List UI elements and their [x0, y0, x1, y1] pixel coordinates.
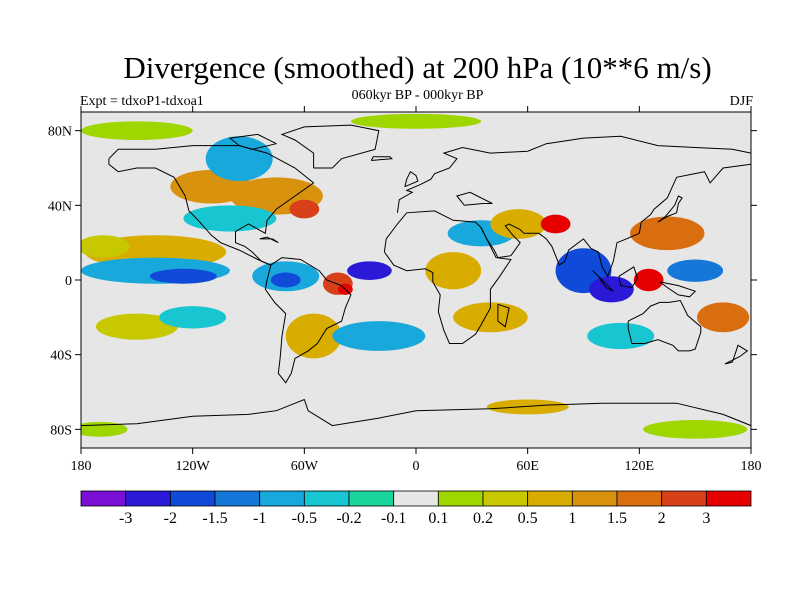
coastlines — [81, 124, 751, 427]
lat-tick-label: 0 — [65, 274, 72, 289]
colorbar-label: 1 — [568, 510, 576, 527]
coastline — [228, 133, 277, 150]
colorbar-label: -0.5 — [292, 510, 317, 527]
coastline — [627, 299, 702, 352]
lat-tick-label: 40N — [48, 199, 72, 214]
field-patch — [633, 268, 664, 292]
colorbar-label: -0.1 — [381, 510, 406, 527]
lon-tick-label: 60W — [291, 459, 319, 474]
coastline — [108, 145, 315, 266]
colorbar-swatch — [303, 490, 350, 507]
field-patch — [289, 199, 320, 219]
field-patch — [159, 306, 227, 329]
field-patch — [205, 136, 273, 182]
colorbar-label: 1.5 — [607, 510, 627, 527]
lon-tick-label: 120E — [625, 459, 655, 474]
field-patch — [630, 216, 705, 251]
field-patch — [183, 205, 277, 232]
field-patch — [81, 235, 130, 258]
colorbar-label: -0.2 — [336, 510, 361, 527]
colorbar-swatch — [80, 490, 127, 507]
field-patch — [540, 214, 571, 234]
lon-tick-label: 120W — [176, 459, 211, 474]
field-patch — [587, 322, 655, 350]
plot-title: Divergence (smoothed) at 200 hPa (10**6 … — [123, 50, 712, 85]
field-patch — [347, 261, 392, 280]
lon-tick-label: 180 — [741, 459, 762, 474]
lat-tick-label: 80N — [48, 125, 72, 140]
coastline — [592, 270, 614, 292]
coastline — [618, 266, 639, 289]
divergence-field — [81, 113, 750, 439]
colorbar-label: 2 — [658, 510, 666, 527]
field-patch — [486, 399, 569, 415]
coastline — [396, 135, 751, 213]
field-patch — [285, 313, 342, 359]
colorbar-label: 0.1 — [428, 510, 448, 527]
coastline — [724, 344, 749, 365]
field-patch — [270, 272, 301, 288]
field-patch — [667, 259, 724, 282]
colorbar-swatch — [348, 490, 395, 507]
lon-tick-label: 180 — [71, 459, 92, 474]
coastline — [480, 163, 751, 278]
colorbar-label: 3 — [702, 510, 710, 527]
colorbar-swatch — [214, 490, 261, 507]
coastline — [264, 257, 352, 384]
colorbar-label: -1.5 — [202, 510, 227, 527]
colorbar-swatch — [125, 490, 171, 507]
coastline — [370, 156, 393, 161]
coastline — [259, 236, 279, 244]
coastline — [497, 303, 510, 328]
colorbar-swatch — [437, 490, 484, 507]
colorbar: -3 -2 -1.5 -1 -0.5 -0.2 -0.1 0.1 0.2 0.5 1 1.5 2 3 — [80, 490, 752, 527]
coastline — [404, 170, 419, 188]
lon-tick-label: 0 — [413, 459, 420, 474]
colorbar-swatch — [705, 490, 752, 507]
field-patch — [425, 251, 482, 290]
colorbar-label: 0.2 — [473, 510, 493, 527]
colorbar-swatch — [482, 490, 529, 507]
field-patch — [643, 420, 748, 439]
coastline — [659, 281, 697, 298]
colorbar-swatch — [616, 490, 663, 507]
coastline — [456, 191, 493, 206]
experiment-label: Expt = tdxoP1-tdxoa1 — [80, 94, 204, 109]
colorbar-label: -1 — [253, 510, 266, 527]
field-patch — [350, 113, 482, 129]
coastline — [81, 398, 751, 427]
colorbar-label: -3 — [119, 510, 132, 527]
plot-subtitle: 060kyr BP - 000kyr BP — [351, 88, 484, 103]
map-axes: 180 120W 60W 0 60E 120E 180 80N 40N 0 40S 80S — [48, 106, 762, 474]
colorbar-swatch — [169, 490, 216, 507]
season-label: DJF — [729, 94, 753, 109]
colorbar-label: 0.5 — [518, 510, 538, 527]
colorbar-swatch — [661, 490, 707, 507]
colorbar-swatch — [527, 490, 573, 507]
lon-tick-label: 60E — [516, 459, 539, 474]
colorbar-swatch — [393, 490, 439, 507]
field-patch — [332, 321, 426, 351]
coastline — [280, 124, 380, 169]
field-patch — [697, 302, 750, 333]
colorbar-swatch — [571, 490, 618, 507]
field-patch — [149, 268, 217, 284]
colorbar-label: -2 — [164, 510, 177, 527]
lat-tick-label: 80S — [50, 423, 72, 438]
lat-tick-label: 40S — [50, 349, 72, 364]
colorbar-swatch — [259, 490, 305, 507]
field-patch — [490, 209, 547, 239]
coastline — [657, 195, 683, 223]
field-patch — [81, 121, 193, 140]
coastline — [383, 210, 512, 344]
field-patch — [95, 313, 178, 340]
